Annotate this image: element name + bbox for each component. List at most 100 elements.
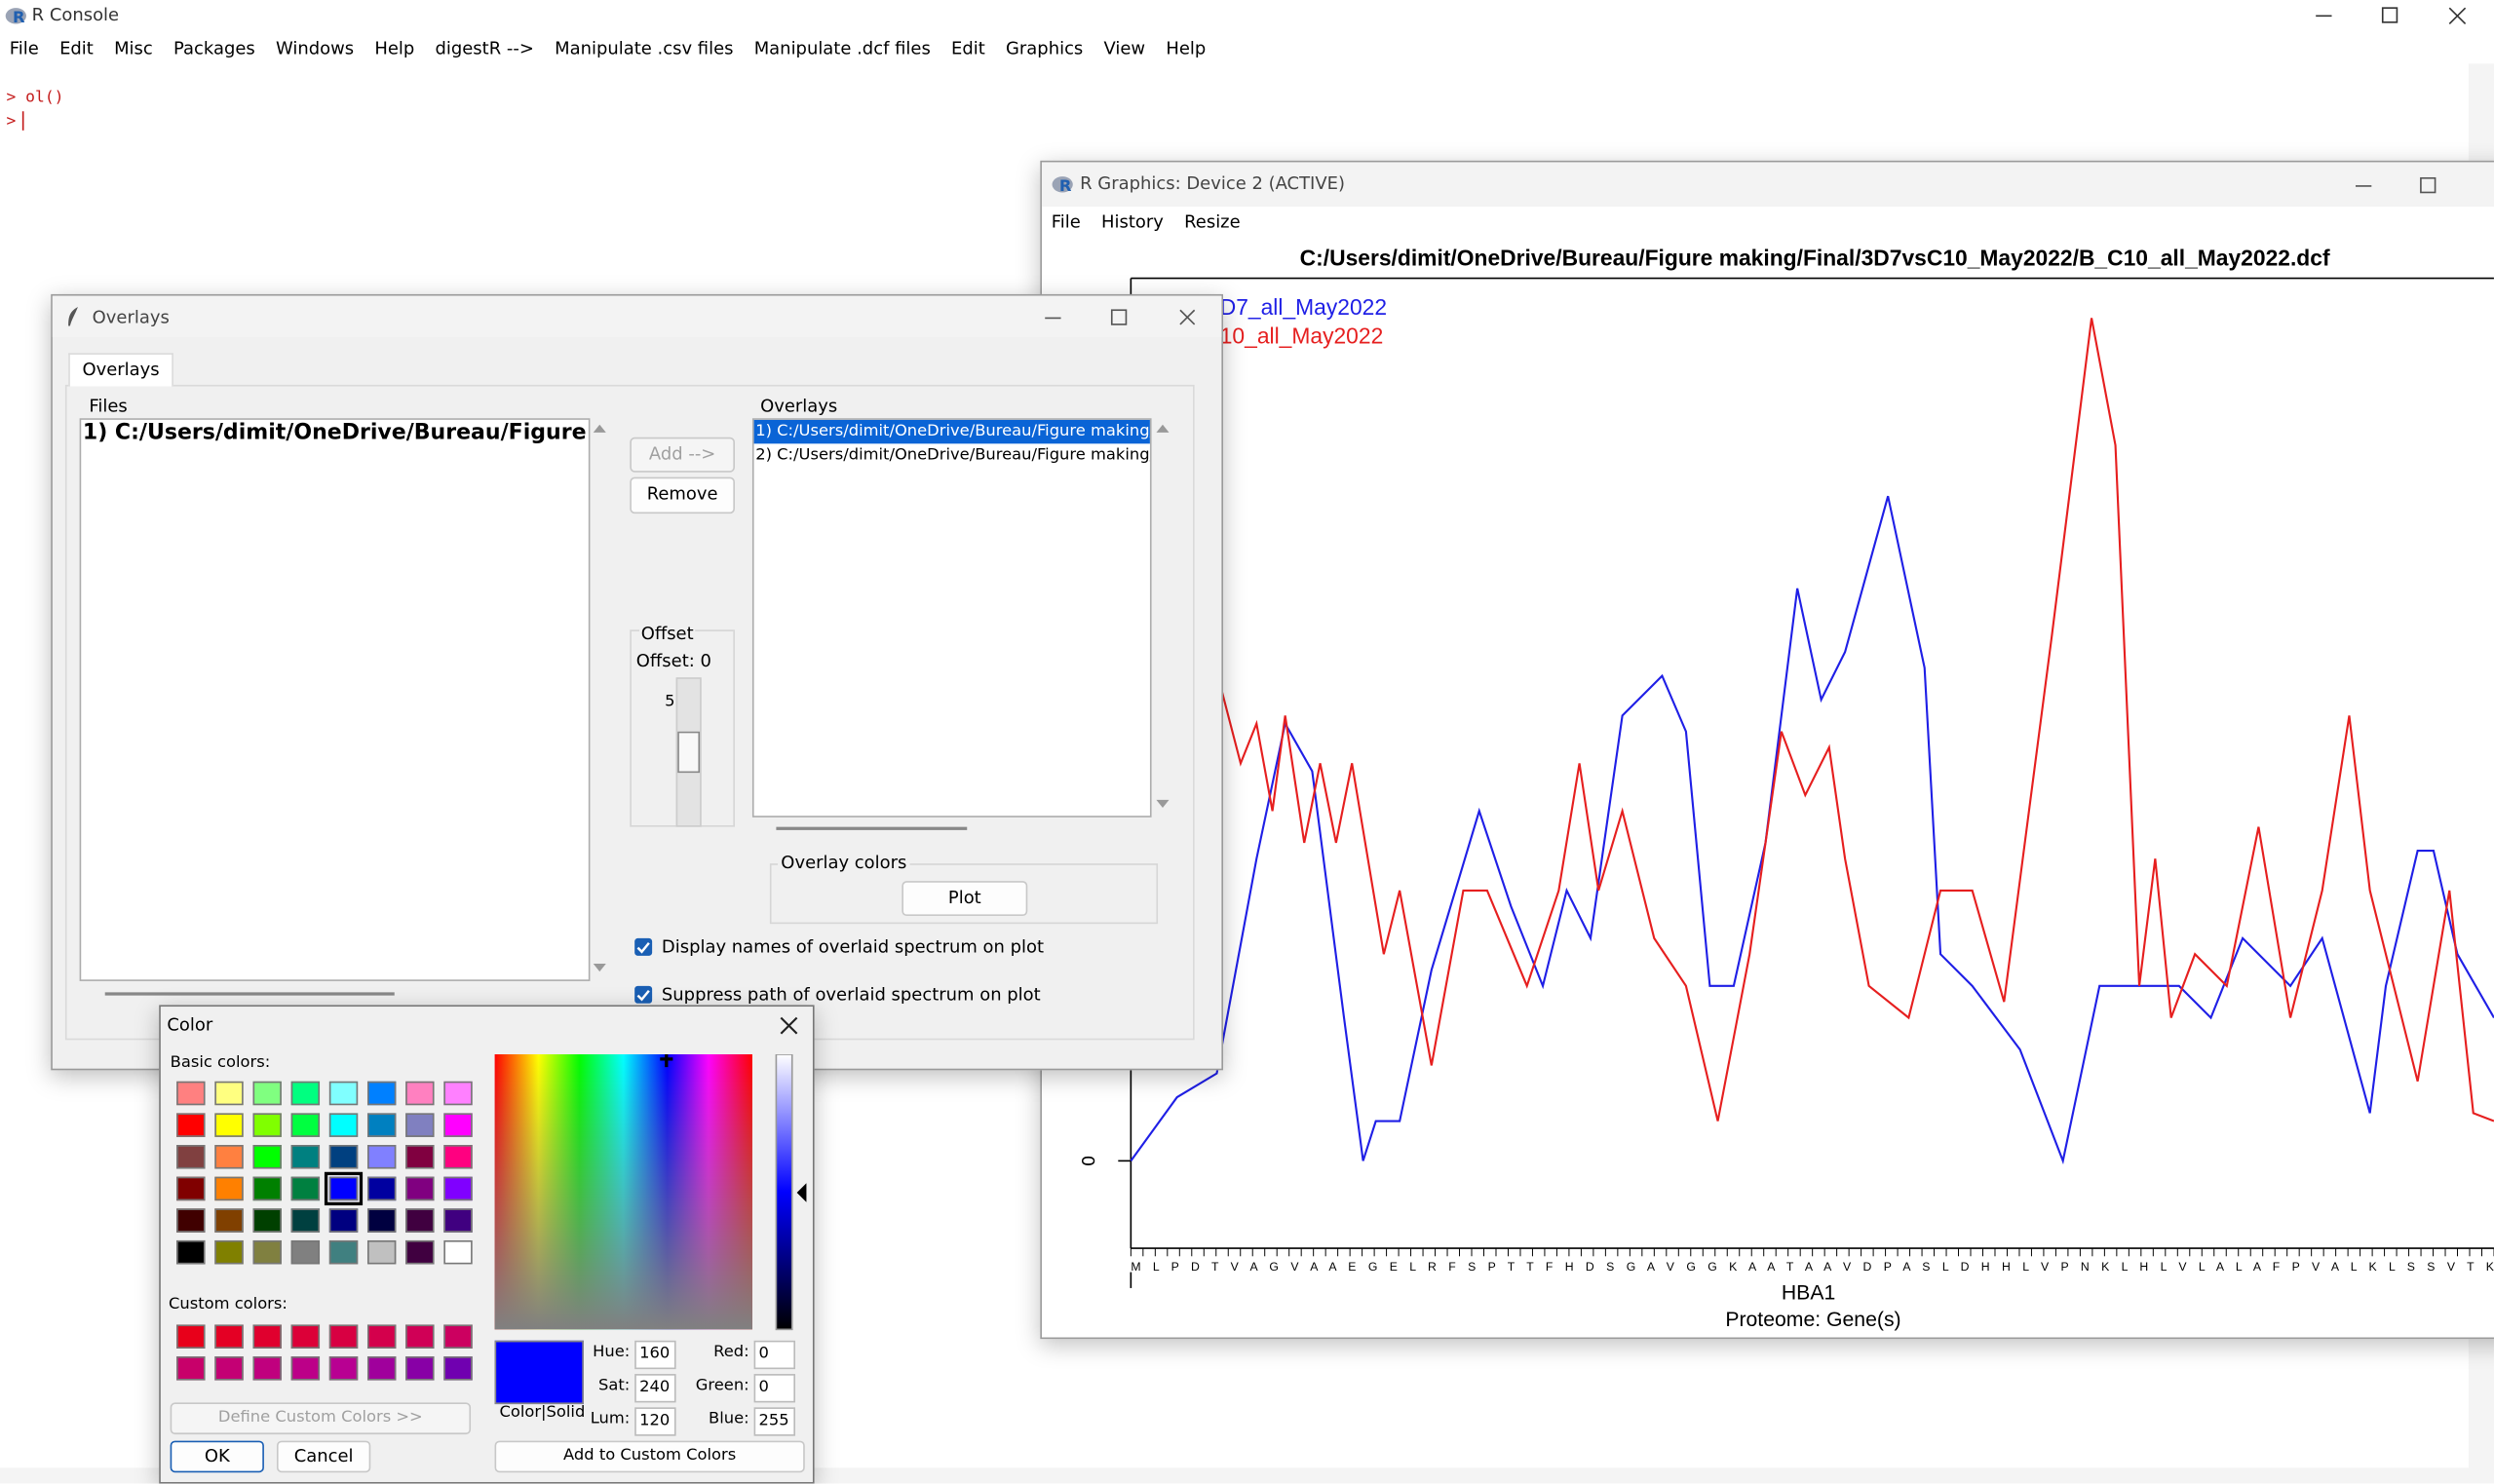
field-input[interactable]: 255 xyxy=(753,1407,795,1436)
color-swatch[interactable] xyxy=(252,1239,282,1265)
color-swatch[interactable] xyxy=(366,1239,397,1265)
color-swatch[interactable] xyxy=(328,1208,359,1233)
color-swatch[interactable] xyxy=(252,1113,282,1137)
custom-swatch[interactable] xyxy=(214,1356,244,1381)
color-swatch[interactable] xyxy=(176,1239,206,1265)
window-controls[interactable] xyxy=(2346,169,2494,201)
color-swatch[interactable] xyxy=(252,1145,282,1169)
custom-swatch[interactable] xyxy=(405,1356,435,1381)
custom-swatch[interactable] xyxy=(328,1324,359,1349)
color-swatch[interactable] xyxy=(176,1208,206,1233)
color-swatch[interactable] xyxy=(176,1081,206,1106)
overlays-list[interactable]: 1) C:/Users/dimit/OneDrive/Bureau/Figure… xyxy=(751,418,1152,818)
menu-item[interactable]: digestR --> xyxy=(435,38,534,59)
color-swatch[interactable] xyxy=(290,1239,321,1265)
custom-swatch[interactable] xyxy=(176,1324,206,1349)
color-swatch[interactable] xyxy=(290,1081,321,1106)
color-swatch[interactable] xyxy=(405,1176,435,1201)
color-swatch[interactable] xyxy=(405,1081,435,1106)
menu-item[interactable]: Help xyxy=(374,38,415,59)
color-swatch[interactable] xyxy=(405,1208,435,1233)
color-swatch[interactable] xyxy=(290,1176,321,1201)
define-custom-button[interactable]: Define Custom Colors >> xyxy=(170,1402,472,1435)
files-list[interactable]: 1) C:/Users/dimit/OneDrive/Bureau/Figure… xyxy=(79,418,591,981)
tab[interactable]: Overlays xyxy=(68,353,173,387)
menu-item[interactable]: Help xyxy=(1166,38,1207,59)
files-vscroll[interactable] xyxy=(590,418,610,980)
field-input[interactable]: 0 xyxy=(753,1374,795,1403)
color-swatch[interactable] xyxy=(328,1145,359,1169)
color-swatch[interactable] xyxy=(443,1145,473,1169)
color-swatch[interactable] xyxy=(366,1081,397,1106)
checkbox[interactable] xyxy=(634,937,653,956)
custom-swatch[interactable] xyxy=(405,1324,435,1349)
color-swatch[interactable] xyxy=(290,1145,321,1169)
custom-swatch[interactable] xyxy=(214,1324,244,1349)
color-spectrum[interactable] xyxy=(494,1054,813,1333)
cancel-button[interactable]: Cancel xyxy=(276,1440,371,1473)
menu-item[interactable]: File xyxy=(1051,211,1081,233)
remove-button[interactable]: Remove xyxy=(630,476,735,514)
field-input[interactable]: 120 xyxy=(634,1407,676,1436)
field-input[interactable]: 240 xyxy=(634,1374,676,1403)
color-swatch[interactable] xyxy=(214,1113,244,1137)
menu-item[interactable]: Manipulate .csv files xyxy=(555,38,734,59)
color-swatch[interactable] xyxy=(366,1145,397,1169)
custom-swatch[interactable] xyxy=(366,1324,397,1349)
color-swatch[interactable] xyxy=(443,1113,473,1137)
custom-swatch[interactable] xyxy=(443,1356,473,1381)
color-swatch[interactable] xyxy=(443,1239,473,1265)
color-swatch[interactable] xyxy=(252,1208,282,1233)
overlays-vscroll[interactable] xyxy=(1153,418,1172,816)
color-swatch[interactable] xyxy=(443,1081,473,1106)
custom-swatch[interactable] xyxy=(176,1356,206,1381)
custom-swatch[interactable] xyxy=(290,1356,321,1381)
overlay-item[interactable]: 1) C:/Users/dimit/OneDrive/Bureau/Figure… xyxy=(753,419,1150,444)
add-button[interactable]: Add --> xyxy=(630,437,735,473)
menu-item[interactable]: Edit xyxy=(59,38,94,59)
color-swatch[interactable] xyxy=(214,1145,244,1169)
color-swatch[interactable] xyxy=(328,1081,359,1106)
field-input[interactable]: 0 xyxy=(753,1340,795,1370)
menu-item[interactable]: Windows xyxy=(275,38,355,59)
color-swatch[interactable] xyxy=(290,1208,321,1233)
custom-swatch[interactable] xyxy=(366,1356,397,1381)
menu-item[interactable]: Graphics xyxy=(1006,38,1084,59)
color-swatch[interactable] xyxy=(214,1081,244,1106)
menu-item[interactable]: Resize xyxy=(1184,211,1241,233)
custom-swatch[interactable] xyxy=(252,1324,282,1349)
color-swatch[interactable] xyxy=(366,1113,397,1137)
menu-item[interactable]: Misc xyxy=(114,38,153,59)
menu-item[interactable]: File xyxy=(9,38,39,59)
custom-swatch[interactable] xyxy=(252,1356,282,1381)
custom-swatch[interactable] xyxy=(443,1324,473,1349)
ok-button[interactable]: OK xyxy=(170,1440,264,1473)
color-swatch[interactable] xyxy=(443,1176,473,1201)
window-controls[interactable] xyxy=(1035,304,1210,332)
color-swatch[interactable] xyxy=(366,1176,397,1201)
checkbox[interactable] xyxy=(634,985,653,1004)
close-button[interactable] xyxy=(780,1016,799,1036)
color-swatch[interactable] xyxy=(214,1208,244,1233)
color-swatch[interactable] xyxy=(328,1239,359,1265)
add-custom-button[interactable]: Add to Custom Colors xyxy=(494,1440,805,1473)
color-swatch[interactable] xyxy=(405,1113,435,1137)
custom-swatch[interactable] xyxy=(328,1356,359,1381)
color-swatch[interactable] xyxy=(176,1176,206,1201)
menu-item[interactable]: History xyxy=(1101,211,1164,233)
color-swatch[interactable] xyxy=(405,1145,435,1169)
field-input[interactable]: 160 xyxy=(634,1340,676,1370)
overlay-item[interactable]: 2) C:/Users/dimit/OneDrive/Bureau/Figure… xyxy=(755,446,1152,465)
window-controls[interactable] xyxy=(2306,0,2494,32)
color-swatch[interactable] xyxy=(252,1081,282,1106)
color-swatch[interactable] xyxy=(366,1208,397,1233)
color-swatch[interactable] xyxy=(405,1239,435,1265)
file-item[interactable]: 1) C:/Users/dimit/OneDrive/Bureau/Figure… xyxy=(82,419,591,445)
overlays-hscroll[interactable] xyxy=(752,818,1150,838)
menu-item[interactable]: Edit xyxy=(951,38,985,59)
menu-item[interactable]: Packages xyxy=(173,38,255,59)
color-swatch[interactable] xyxy=(176,1145,206,1169)
files-hscroll[interactable] xyxy=(80,983,586,1006)
color-swatch[interactable] xyxy=(214,1239,244,1265)
color-swatch[interactable] xyxy=(290,1113,321,1137)
